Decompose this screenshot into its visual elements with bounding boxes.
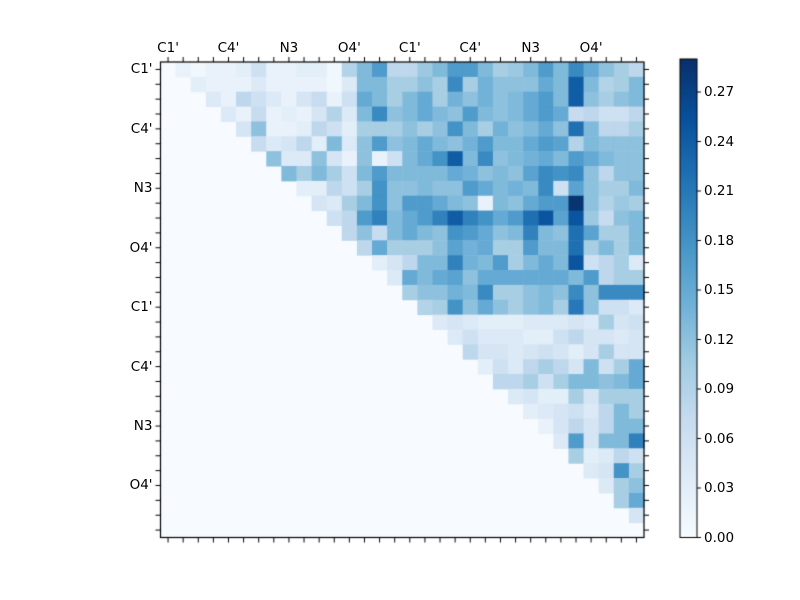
left-tick-label-3: O4' bbox=[129, 239, 153, 256]
colorbar-tick-label-0.18: 0.18 bbox=[704, 232, 735, 249]
left-tick-label-5: C4' bbox=[130, 358, 153, 375]
colorbar-tick-label-0.06: 0.06 bbox=[704, 430, 735, 447]
top-tick-label-3: O4' bbox=[337, 40, 361, 56]
left-tick-label-2: N3 bbox=[133, 180, 153, 197]
colorbar-tick-label-0.03: 0.03 bbox=[704, 480, 735, 496]
top-tick-label-5: C4' bbox=[459, 40, 482, 56]
top-tick-label-6: N3 bbox=[521, 40, 541, 56]
top-tick-label-1: C4' bbox=[217, 40, 240, 56]
colorbar-tick-label-0.09: 0.09 bbox=[704, 381, 735, 397]
colorbar-tick-label-0.15: 0.15 bbox=[704, 282, 735, 298]
colorbar-tick-label-0.12: 0.12 bbox=[704, 331, 735, 348]
top-tick-label-0: C1' bbox=[157, 40, 179, 56]
left-tick-label-4: C1' bbox=[130, 299, 153, 316]
top-tick-label-2: N3 bbox=[279, 40, 299, 56]
colorbar-tick-label-0.21: 0.21 bbox=[704, 183, 735, 199]
left-tick-label-0: C1' bbox=[130, 61, 153, 78]
left-tick-label-6: N3 bbox=[133, 418, 153, 435]
left-tick-label-1: C4' bbox=[130, 120, 153, 137]
top-tick-label-4: C1' bbox=[398, 40, 421, 56]
left-tick-label-7: O4' bbox=[129, 477, 153, 494]
colorbar-tick-label-0.27: 0.27 bbox=[704, 84, 735, 100]
colorbar-tick-label-0.00: 0.00 bbox=[704, 529, 735, 546]
colorbar-tick-label-0.24: 0.24 bbox=[704, 133, 735, 150]
top-tick-label-7: O4' bbox=[579, 40, 603, 56]
